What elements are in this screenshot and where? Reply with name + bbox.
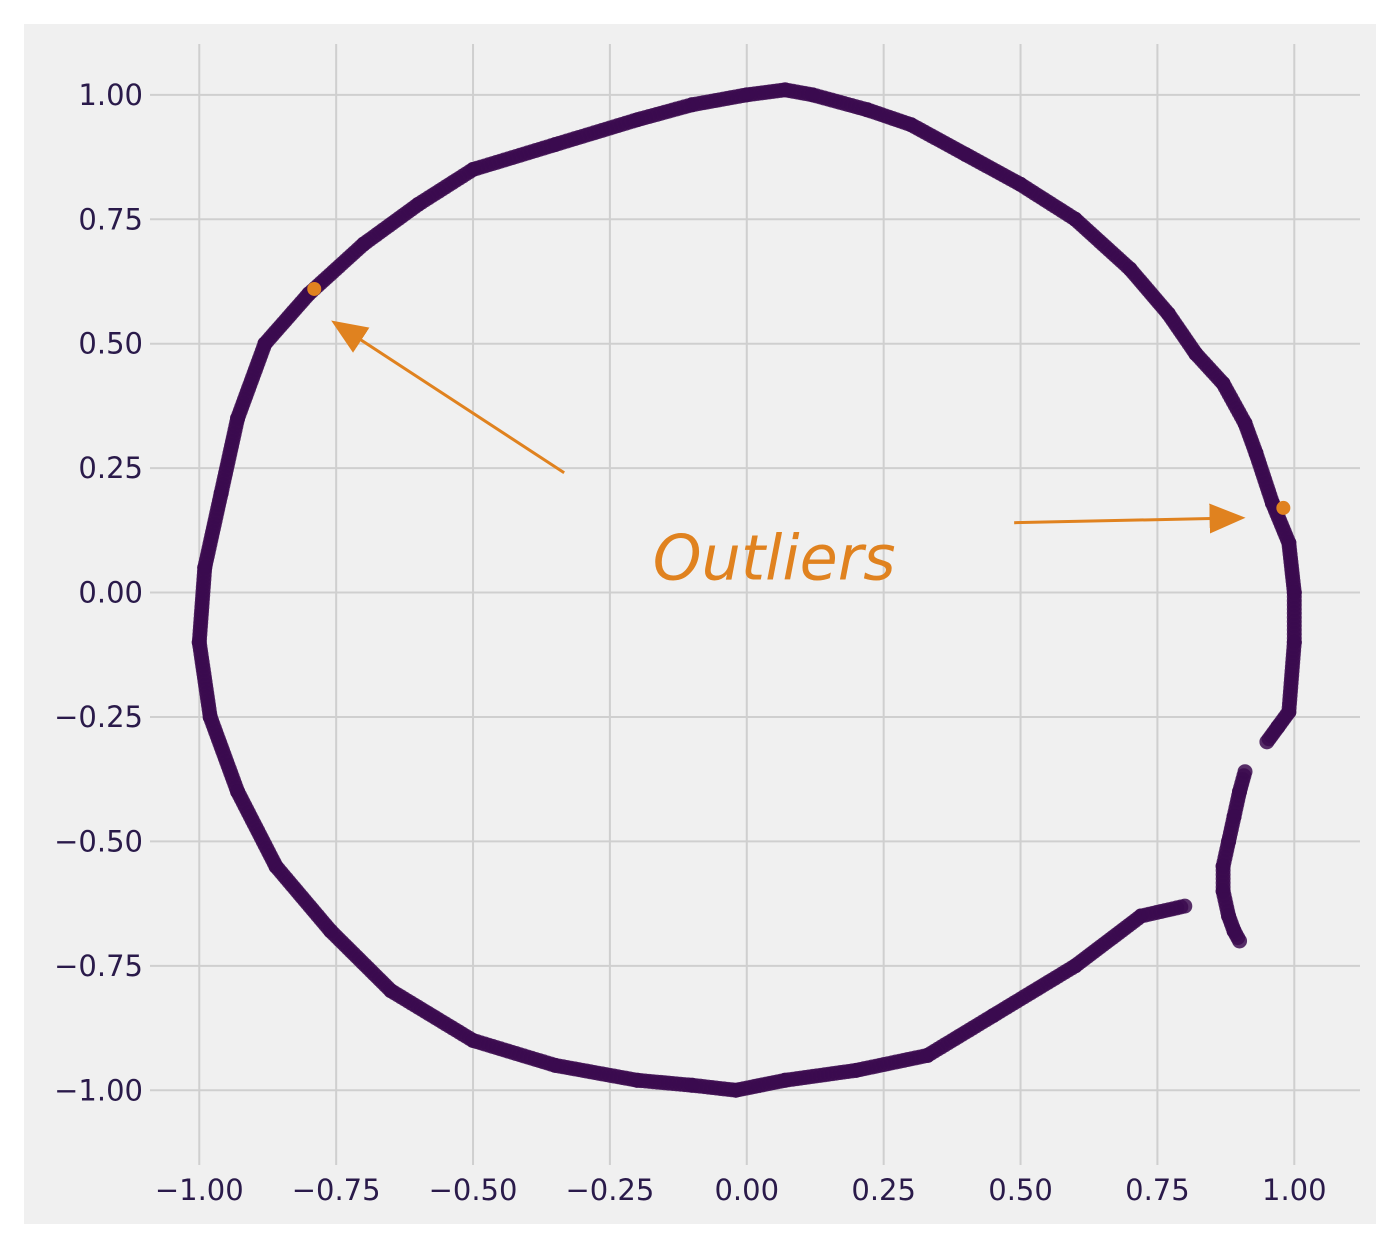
x-tick-label: −1.00 bbox=[155, 1173, 244, 1207]
x-tick-label: −0.25 bbox=[565, 1173, 654, 1207]
annotation-arrow bbox=[331, 320, 565, 474]
inlier-points bbox=[191, 82, 1193, 1098]
x-axis-tick-labels: −1.00 −0.75 −0.50 −0.25 0.00 0.25 0.50 0.75 1.00 bbox=[155, 1173, 1327, 1207]
outlier-points bbox=[307, 281, 1291, 515]
annotation-arrow bbox=[1014, 503, 1246, 534]
annotation-text: Outliers bbox=[653, 522, 896, 595]
y-tick-label: 1.00 bbox=[78, 78, 143, 112]
inlier-point bbox=[1232, 933, 1248, 949]
x-tick-label: 0.00 bbox=[714, 1173, 779, 1207]
inlier-points bbox=[1215, 764, 1253, 949]
outlier-point bbox=[1276, 500, 1291, 515]
outlier-point bbox=[307, 281, 322, 296]
y-tick-label: −0.25 bbox=[54, 700, 143, 734]
x-tick-label: 0.25 bbox=[851, 1173, 916, 1207]
x-tick-label: 0.75 bbox=[1125, 1173, 1190, 1207]
inlier-point bbox=[1259, 734, 1275, 750]
y-tick-label: −0.50 bbox=[54, 824, 143, 858]
y-tick-label: −0.75 bbox=[54, 949, 143, 983]
inlier-point bbox=[1177, 898, 1193, 914]
inlier-points bbox=[777, 82, 1302, 750]
annotations: Outliers bbox=[331, 320, 1246, 595]
y-tick-label: 0.00 bbox=[78, 576, 143, 610]
y-tick-label: 0.25 bbox=[78, 451, 143, 485]
x-tick-label: 1.00 bbox=[1262, 1173, 1327, 1207]
scatter-points bbox=[191, 82, 1302, 1098]
x-tick-label: 0.50 bbox=[988, 1173, 1053, 1207]
x-tick-label: −0.75 bbox=[292, 1173, 381, 1207]
y-axis-tick-labels: 1.00 0.75 0.50 0.25 0.00 −0.25 −0.50 −0.75 −1.00 bbox=[54, 78, 143, 1107]
y-tick-label: −1.00 bbox=[54, 1073, 143, 1107]
y-tick-label: 0.50 bbox=[78, 327, 143, 361]
y-tick-label: 0.75 bbox=[78, 202, 143, 236]
figure-background bbox=[24, 24, 1376, 1224]
x-tick-label: −0.50 bbox=[429, 1173, 518, 1207]
